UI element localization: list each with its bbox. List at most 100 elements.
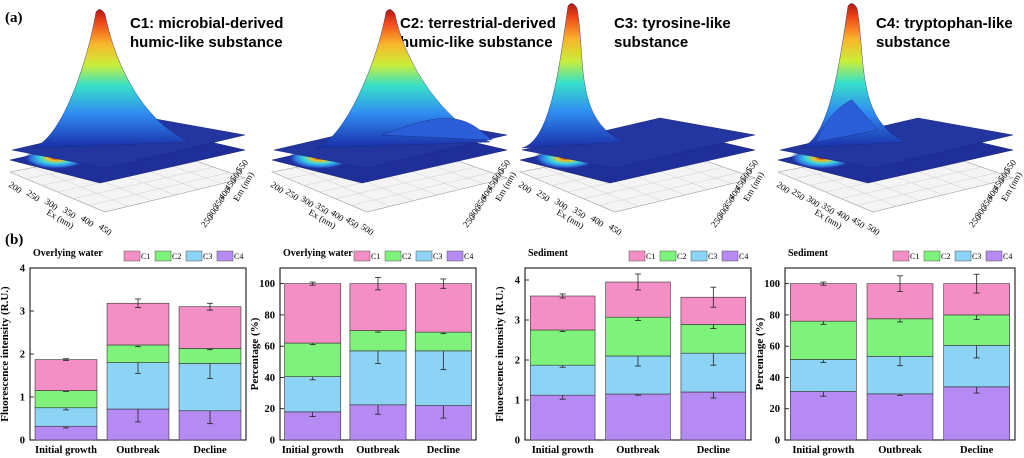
bar-segment-c4 [943, 386, 1010, 441]
x-tick-label: Initial growth [282, 445, 344, 456]
y-tick-label: 60 [265, 342, 276, 353]
legend-swatch-c1 [353, 250, 371, 262]
legend-label-c4: C4 [739, 252, 748, 261]
y-axis-label: Fluorescence intensity (R.U.) [494, 286, 506, 422]
ex-tick-label: 250 [284, 186, 301, 202]
x-tick-label: Outbreak [616, 445, 660, 456]
ex-tick-label: 400 [589, 213, 606, 229]
y-tick-label: 40 [265, 373, 276, 384]
legend-label-c1: C1 [141, 252, 150, 261]
bar-segment-c2 [34, 390, 98, 409]
ex-tick-label: 200 [269, 179, 286, 195]
bar-chart-2: 0 20 40 60 80 100 Percentage (%) Overlying wate… [249, 248, 477, 456]
ex-tick-label: 450 [344, 214, 361, 230]
bar-segment-c4 [790, 391, 857, 441]
y-tick-label: 20 [265, 404, 276, 415]
bar-segment-c2 [284, 342, 342, 377]
ex-tick-label: 450 [607, 221, 624, 237]
ex-tick-label: 500 [865, 221, 882, 237]
bar-segment-c4 [680, 391, 747, 441]
bar-segment-c2 [529, 329, 596, 366]
x-tick-label: Outbreak [356, 445, 400, 456]
y-tick-label: 3 [20, 307, 25, 318]
y-tick-label: 40 [770, 373, 781, 384]
bar-segment-c2 [349, 330, 407, 352]
y-tick-label: 1 [20, 393, 25, 404]
legend-swatch-c4 [721, 250, 739, 262]
ex-tick-label: 250 [790, 186, 807, 202]
legend-label-c1: C1 [646, 252, 655, 261]
y-tick-label: 2 [515, 356, 520, 367]
ex-tick-label: 200 [7, 179, 24, 195]
ex-tick-label: 250 [535, 188, 552, 204]
legend-label-c4: C4 [234, 252, 243, 261]
bar-segment-c1 [106, 302, 170, 346]
legend-swatch-c3 [690, 250, 708, 262]
legend-swatch-c4 [446, 250, 464, 262]
panel-a-label: (a) [5, 10, 23, 26]
legend-swatch-c2 [154, 250, 172, 262]
x-tick-label: Outbreak [878, 445, 922, 456]
legend-label-c2: C2 [941, 252, 950, 261]
legend-swatch-c2 [384, 250, 402, 262]
ex-tick-label: 200 [517, 179, 534, 195]
y-tick-label: 100 [764, 279, 780, 290]
panel-b-label: (b) [5, 232, 24, 248]
legend-label-c2: C2 [402, 252, 411, 261]
bar-chart-3: 0 1 2 3 4 Fluorescence intensity (R.U.) Sedime… [494, 248, 752, 456]
y-tick-label: 0 [20, 436, 25, 447]
ex-tick-label: 450 [97, 221, 114, 237]
legend-swatch-c4 [216, 250, 234, 262]
bar-segment-c3 [34, 407, 98, 427]
legend-label-c1: C1 [910, 252, 919, 261]
y-tick-label: 80 [265, 310, 276, 321]
ex-tick-label: 200 [775, 179, 792, 195]
y-tick-label: 1 [515, 396, 520, 407]
eem-grid-line [89, 172, 230, 206]
eem-peak-surface [799, 3, 907, 149]
legend-label-c4: C4 [1003, 252, 1012, 261]
bar-segment-c4 [605, 393, 671, 441]
chart-title: Sediment [788, 248, 829, 259]
bar-segment-c4 [529, 394, 596, 441]
y-axis-label: Percentage (%) [754, 317, 766, 390]
y-tick-label: 20 [770, 404, 781, 415]
legend-swatch-c2 [659, 250, 677, 262]
eem-grid-line [857, 172, 998, 206]
eem-peak-surface [31, 9, 191, 149]
eem-surface-base [521, 117, 756, 169]
bar-chart-4: 0 20 40 60 80 100 Percentage (%) Sediment C1 C2 C3… [754, 248, 1016, 456]
bar-chart-1: 0 1 2 3 4 Fluorescence intensity (R.U.) Overly… [0, 248, 247, 456]
y-tick-label: 100 [259, 279, 275, 290]
bar-segment-c1 [284, 283, 342, 344]
eem-plateau [815, 99, 879, 143]
bar-segment-c1 [414, 283, 472, 333]
legend-swatch-c3 [185, 250, 203, 262]
bar-segment-c3 [790, 359, 857, 392]
legend-label-c3: C3 [708, 252, 717, 261]
c2-component-title: C2: terrestrial-derived humic-like subst… [400, 15, 556, 51]
c4-component-title: C4: tryptophan-like substance [876, 15, 1013, 51]
legend-label-c4: C4 [464, 252, 473, 261]
y-tick-label: 0 [515, 436, 520, 447]
y-tick-label: 4 [20, 264, 26, 275]
chart-title: Sediment [528, 248, 569, 259]
chart-title: Overlying water [283, 248, 353, 259]
legend-label-c3: C3 [203, 252, 212, 261]
bar-segment-c4 [866, 393, 934, 441]
legend-label-c3: C3 [972, 252, 981, 261]
x-tick-label: Decline [960, 445, 994, 456]
x-tick-label: Decline [427, 445, 461, 456]
legend-swatch-c1 [123, 250, 141, 262]
y-tick-label: 0 [775, 436, 780, 447]
ex-tick-label: 500 [359, 221, 376, 237]
bar-segment-c2 [680, 324, 747, 354]
bar-segment-c1 [178, 306, 242, 349]
legend-label-c3: C3 [433, 252, 442, 261]
eem-grid-line [599, 172, 740, 206]
y-tick-label: 3 [515, 316, 520, 327]
